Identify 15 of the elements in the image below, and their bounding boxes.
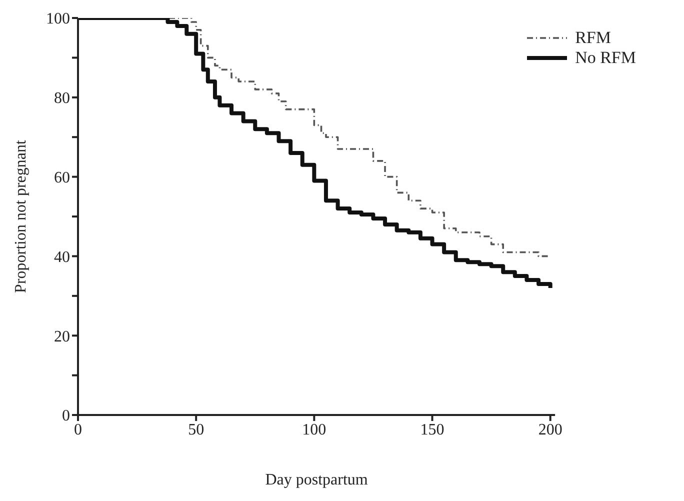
y-tick-label: 40	[54, 248, 70, 266]
x-tick-label: 50	[188, 421, 204, 438]
y-axis-title: Proportion not pregnant	[12, 140, 30, 293]
y-tick-label: 100	[46, 10, 70, 28]
x-tick-label: 0	[74, 421, 82, 438]
y-tick-label: 20	[54, 328, 70, 346]
y-tick-label: 60	[54, 169, 70, 186]
y-tick-label: 80	[54, 90, 70, 108]
legend-label: RFM	[575, 28, 611, 48]
x-tick-label: 100	[302, 421, 326, 438]
x-axis-title: Day postpartum	[265, 471, 368, 488]
x-tick-label: 200	[538, 421, 562, 438]
y-tick-label: 0	[62, 408, 70, 425]
x-tick-label: 150	[420, 421, 444, 438]
legend-label: No RFM	[575, 48, 636, 68]
